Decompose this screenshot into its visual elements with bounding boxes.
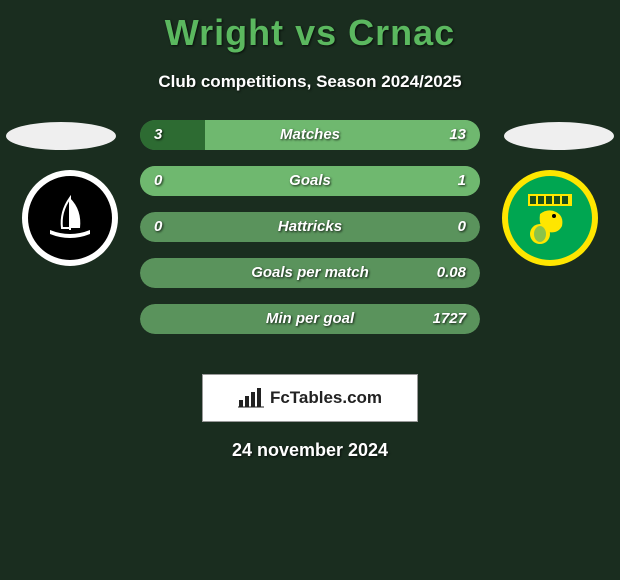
stat-row: 0Goals1 [140, 166, 480, 196]
stat-row: Goals per match0.08 [140, 258, 480, 288]
stat-row: 3Matches13 [140, 120, 480, 150]
stat-value-right: 1727 [433, 304, 466, 334]
stat-value-right: 0 [458, 212, 466, 242]
stat-row: 0Hattricks0 [140, 212, 480, 242]
stat-label: Hattricks [140, 212, 480, 242]
stat-bars: 3Matches130Goals10Hattricks0Goals per ma… [140, 120, 480, 350]
stat-value-right: 1 [458, 166, 466, 196]
stat-value-right: 13 [449, 120, 466, 150]
page-title: Wright vs Crnac [0, 0, 620, 54]
left-club-badge [22, 170, 118, 266]
stat-label: Goals per match [140, 258, 480, 288]
left-shadow-ellipse [6, 122, 116, 150]
stat-row: Min per goal1727 [140, 304, 480, 334]
comparison-stage: 3Matches130Goals10Hattricks0Goals per ma… [0, 120, 620, 360]
stat-label: Matches [140, 120, 480, 150]
right-shadow-ellipse [504, 122, 614, 150]
right-club-badge [502, 170, 598, 266]
snapshot-date: 24 november 2024 [0, 440, 620, 461]
subtitle: Club competitions, Season 2024/2025 [0, 72, 620, 92]
stat-label: Min per goal [140, 304, 480, 334]
brand-box[interactable]: FcTables.com [202, 374, 418, 422]
bar-chart-icon [238, 388, 264, 408]
canary-icon [520, 188, 580, 248]
stat-value-right: 0.08 [437, 258, 466, 288]
brand-text: FcTables.com [270, 388, 382, 408]
sailboat-icon [40, 188, 100, 248]
stat-label: Goals [140, 166, 480, 196]
